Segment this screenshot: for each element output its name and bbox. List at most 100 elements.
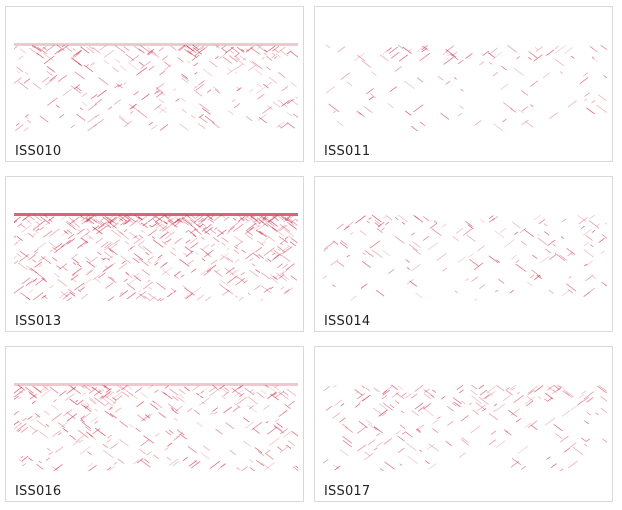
track-segment	[428, 463, 437, 470]
track-segment	[63, 409, 73, 417]
track-segment	[16, 253, 22, 258]
track-segment	[80, 415, 86, 420]
track-segment	[358, 420, 368, 429]
panel[interactable]: ISS016	[5, 346, 304, 502]
track-segment	[227, 67, 232, 72]
track-segment	[276, 422, 283, 428]
track-segment	[277, 99, 288, 108]
track-segment	[140, 45, 151, 54]
track-segment	[109, 215, 114, 219]
track-segment	[123, 215, 134, 223]
track-segment	[366, 220, 370, 224]
track-segment	[367, 439, 376, 446]
track-segment	[397, 385, 404, 390]
top-band	[14, 213, 298, 216]
track-segment	[495, 440, 506, 448]
track-segment	[226, 68, 235, 75]
track-segment	[178, 44, 187, 51]
track-segment	[162, 261, 168, 266]
track-segment	[595, 412, 599, 416]
track-segment	[156, 89, 166, 96]
track-segment	[583, 391, 594, 400]
track-segment	[28, 425, 38, 432]
track-segment	[189, 228, 197, 234]
track-segment	[457, 256, 466, 263]
track-segment	[103, 251, 113, 259]
track-segment	[404, 393, 412, 399]
track-segment	[601, 234, 607, 239]
track-segment	[112, 397, 117, 401]
track-segment	[578, 217, 588, 225]
track-segment	[186, 45, 197, 54]
track-segment	[279, 446, 288, 453]
track-segment	[126, 283, 136, 290]
panel[interactable]: ISS017	[314, 346, 613, 502]
track-segment	[142, 413, 153, 422]
track-segment	[334, 399, 343, 407]
track-segment	[493, 123, 504, 131]
track-segment	[537, 396, 542, 400]
track-segment	[280, 286, 285, 290]
track-segment	[31, 278, 38, 284]
track-segment	[473, 298, 478, 301]
track-segment	[61, 44, 65, 48]
track-segment	[244, 226, 255, 235]
top-band	[14, 383, 298, 386]
track-segment	[138, 448, 147, 455]
track-segment	[193, 89, 203, 97]
track-segment	[59, 390, 67, 397]
track-segment	[524, 422, 532, 428]
track-segment	[395, 430, 401, 435]
track-segment	[32, 223, 41, 230]
track-segment	[492, 215, 499, 221]
track-segment	[429, 222, 438, 229]
track-segment	[458, 452, 466, 459]
track-segment	[33, 214, 43, 222]
track-segment	[76, 113, 86, 121]
track-segment	[77, 289, 81, 292]
track-segment	[584, 443, 588, 447]
track-segment	[62, 293, 71, 300]
track-segment	[557, 384, 561, 388]
track-segment	[118, 114, 126, 121]
panel[interactable]: ISS014	[314, 176, 613, 332]
track-segment	[354, 389, 363, 396]
track-segment	[583, 72, 589, 77]
panel[interactable]: ISS010	[5, 6, 304, 162]
track-segment	[162, 270, 171, 276]
track-segment	[511, 254, 517, 260]
track-segment	[272, 275, 278, 280]
track-segment	[104, 242, 112, 249]
track-segment	[22, 417, 27, 422]
track-segment	[14, 46, 18, 50]
track-segment	[421, 44, 429, 51]
track-segment	[264, 218, 275, 227]
track-segment	[570, 404, 579, 411]
track-segment	[208, 388, 220, 397]
track-segment	[116, 384, 124, 390]
track-segment	[353, 52, 365, 62]
track-segment	[69, 387, 76, 393]
track-segment	[18, 458, 24, 463]
track-segment	[76, 240, 88, 249]
track-segment	[359, 229, 367, 236]
track-segment	[136, 221, 141, 225]
track-segment	[398, 214, 408, 223]
panel[interactable]: ISS011	[314, 6, 613, 162]
track-segment	[50, 249, 54, 252]
track-segment	[179, 394, 185, 399]
track-segment	[190, 114, 196, 119]
track-segment	[597, 94, 607, 101]
panel[interactable]: ISS013	[5, 176, 304, 332]
track-segment	[77, 399, 84, 405]
track-segment	[339, 448, 349, 457]
track-segment	[529, 274, 535, 279]
track-segment	[286, 215, 291, 219]
track-segment	[103, 59, 110, 65]
track-segment	[138, 258, 149, 267]
track-segment	[103, 49, 115, 58]
track-segment	[586, 107, 595, 115]
track-segment	[185, 250, 194, 257]
track-segment	[164, 221, 168, 225]
track-segment	[246, 234, 254, 240]
